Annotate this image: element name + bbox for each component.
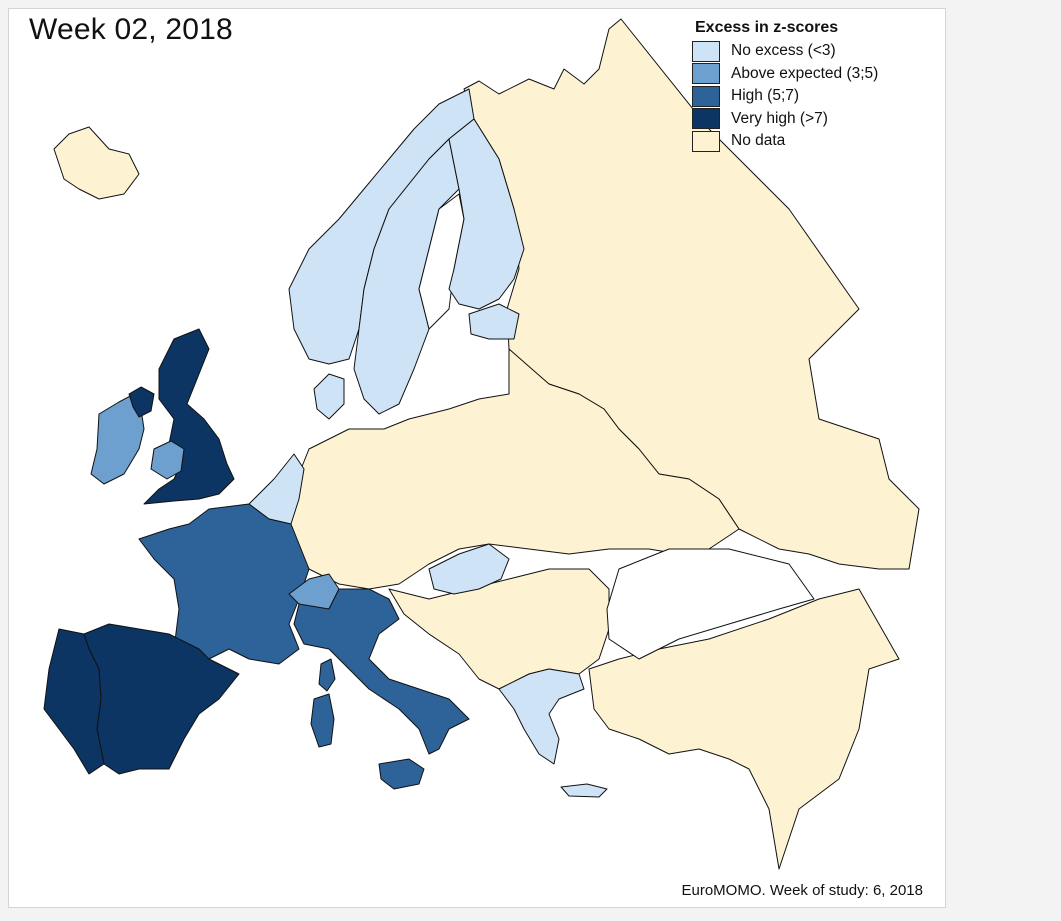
region-finland [448,118,525,310]
region-wales [150,440,185,480]
legend-label: High (5;7) [731,87,800,105]
black-sea [606,548,815,660]
map-title: Week 02, 2018 [29,13,233,46]
legend-swatch [692,108,720,130]
legend-swatch [692,130,720,152]
map-credit: EuroMOMO. Week of study: 6, 2018 [681,882,924,899]
legend-label: Above expected (3;5) [731,64,879,82]
legend-swatch [692,85,720,107]
legend-item-no-data: No data [692,130,878,153]
region-iceland [53,126,140,200]
region-balkans [388,568,610,690]
legend-item-no-excess: No excess (<3) [692,40,878,63]
region-greece-crete [560,783,608,798]
europe-choropleth-map [43,18,920,870]
region-sardinia [310,693,335,748]
legend-label: No data [731,132,786,150]
region-hungary [428,543,510,595]
region-france [138,503,310,665]
region-greece [498,668,585,765]
legend-label: No excess (<3) [731,42,836,60]
legend-swatch [692,40,720,62]
legend-item-high: High (5;7) [692,85,878,108]
region-corsica [318,658,336,692]
region-ireland [90,393,145,485]
legend-label: Very high (>7) [731,109,828,127]
legend-item-very-high: Very high (>7) [692,108,878,131]
legend-title: Excess in z-scores [695,19,839,36]
region-estonia [468,303,520,340]
region-italy [293,588,470,755]
legend-item-above-expected: Above expected (3;5) [692,63,878,86]
legend-swatch [692,63,720,85]
region-sicily [378,758,425,790]
region-portugal [43,628,105,775]
legend: Excess in z-scores No excess (<3) Above … [692,19,878,153]
map-figure: Week 02, 2018 Excess in z-scores No exce… [8,8,946,908]
region-britain [143,328,235,505]
region-northern-ireland [128,386,155,418]
region-denmark [313,373,345,420]
region-turkey-caucasus [588,588,900,870]
